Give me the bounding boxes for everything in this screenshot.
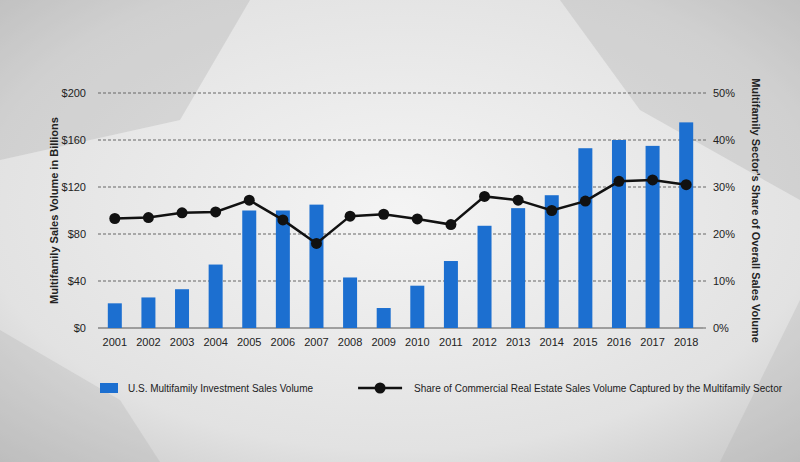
- x-tick-label: 2014: [540, 336, 564, 348]
- line-marker: [345, 211, 356, 222]
- bar: [175, 289, 189, 328]
- bar: [276, 211, 290, 329]
- grid-line: [98, 93, 703, 94]
- y2-tick: [703, 281, 706, 282]
- line-marker: [647, 174, 658, 185]
- x-tick-label: 2017: [640, 336, 664, 348]
- bar: [511, 208, 525, 328]
- y2-tick: [703, 234, 706, 235]
- line-marker: [277, 214, 288, 225]
- y2-tick: [703, 140, 706, 141]
- x-tick-label: 2006: [271, 336, 295, 348]
- line-marker: [143, 212, 154, 223]
- bar: [377, 308, 391, 328]
- x-tick-label: 2008: [338, 336, 362, 348]
- line-marker: [177, 207, 188, 218]
- legend-marker: [375, 383, 386, 394]
- bar: [242, 211, 256, 329]
- y-tick-label: $80: [68, 228, 86, 240]
- line: [115, 180, 686, 243]
- line-marker: [479, 191, 490, 202]
- x-tick-label: 2012: [472, 336, 496, 348]
- bar: [612, 140, 626, 328]
- plot-marks: [108, 122, 693, 328]
- y2-tick: [703, 187, 706, 188]
- bar: [545, 195, 559, 328]
- y2-tick-label: 20%: [713, 228, 735, 240]
- x-tick-label: 2003: [170, 336, 194, 348]
- bar: [309, 205, 323, 328]
- y2-axis-title: Multifamily Sector's Share of Overall Sa…: [750, 78, 762, 343]
- line-marker: [109, 213, 120, 224]
- x-tick-label: 2007: [304, 336, 328, 348]
- bar: [343, 277, 357, 328]
- x-tick-label: 2001: [103, 336, 127, 348]
- x-tick-label: 2010: [405, 336, 429, 348]
- line-marker: [546, 205, 557, 216]
- bar: [478, 226, 492, 328]
- y2-tick-label: 0%: [713, 322, 729, 334]
- bar: [108, 303, 122, 328]
- legend-label: Share of Commercial Real Estate Sales Vo…: [414, 383, 783, 394]
- x-tick-label: 2016: [607, 336, 631, 348]
- x-tick-label: 2002: [136, 336, 160, 348]
- bar: [209, 265, 223, 328]
- line-marker: [681, 179, 692, 190]
- x-tick-label: 2013: [506, 336, 530, 348]
- line-marker: [378, 209, 389, 220]
- y2-tick-label: 50%: [713, 87, 735, 99]
- x-tick-label: 2015: [573, 336, 597, 348]
- bar: [679, 122, 693, 328]
- line-marker: [445, 219, 456, 230]
- chart: $0 $40 $80 $120 $160 $200 0% 10% 20% 30% 40% 50% Mul…: [0, 0, 800, 462]
- x-tick-label: 2004: [203, 336, 227, 348]
- bar: [444, 261, 458, 328]
- legend-swatch: [100, 383, 118, 393]
- x-tick-label: 2009: [371, 336, 395, 348]
- y2-tick: [703, 328, 706, 329]
- legend-label: U.S. Multifamily Investment Sales Volume: [128, 383, 314, 394]
- building: [0, 330, 160, 462]
- building: [0, 0, 250, 160]
- line-marker: [244, 195, 255, 206]
- line-marker: [311, 238, 322, 249]
- y2-tick: [703, 93, 706, 94]
- bar: [578, 148, 592, 328]
- y-tick-label: $40: [68, 275, 86, 287]
- y2-tick-label: 30%: [713, 181, 735, 193]
- line-marker: [613, 176, 624, 187]
- x-tick-label: 2011: [439, 336, 463, 348]
- line-marker: [412, 213, 423, 224]
- y-tick-label: $160: [62, 134, 86, 146]
- y-tick-label: $120: [62, 181, 86, 193]
- bar: [410, 286, 424, 328]
- y2-tick-label: 10%: [713, 275, 735, 287]
- x-tick-label: 2018: [674, 336, 698, 348]
- y-tick-label: $0: [74, 322, 86, 334]
- line-marker: [210, 206, 221, 217]
- y-tick-label: $200: [62, 87, 86, 99]
- bar: [141, 297, 155, 328]
- background-buildings: [0, 0, 800, 462]
- line-marker: [513, 195, 524, 206]
- background: [0, 0, 800, 462]
- y2-tick-label: 40%: [713, 134, 735, 146]
- x-tick-label: 2005: [237, 336, 261, 348]
- bar: [646, 146, 660, 328]
- y-axis-title: Multifamily Sales Volume in Billions: [48, 117, 60, 304]
- line-marker: [580, 196, 591, 207]
